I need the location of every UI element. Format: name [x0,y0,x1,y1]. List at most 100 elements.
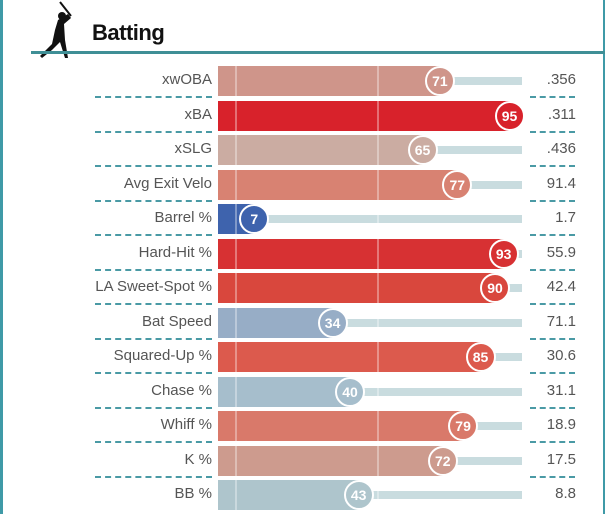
gridline [235,238,237,269]
percentile-bar [218,273,495,303]
percentile-badge: 79 [448,411,479,441]
gridline [235,445,237,476]
metric-row: Whiff % 79 18.9 [0,409,608,443]
percentile-track [218,387,522,396]
metric-row: Bat Speed 34 71.1 [0,306,608,340]
percentile-badge: 7 [239,204,270,234]
row-divider [530,165,575,167]
header-divider [31,51,605,54]
metric-value: 18.9 [546,416,576,433]
row-divider [530,234,575,236]
metric-label: Bat Speed [141,312,212,330]
right-border [603,0,605,514]
gridline [377,342,379,372]
metric-label: xwOBA [161,71,212,88]
metric-value: 30.6 [546,347,576,364]
percentile-bar [218,445,443,476]
metric-label: BB % [174,485,212,502]
percentile-track [218,215,522,223]
gridline [235,66,237,96]
percentile-badge: 90 [480,273,510,303]
row-divider [530,268,575,271]
metric-value: .311 [547,105,576,123]
percentile-badge: 65 [407,135,438,165]
percentile-badge: 93 [488,238,519,269]
row-divider [530,406,575,409]
metric-label: Squared-Up % [113,347,212,364]
row-divider [95,268,212,271]
gridline [235,480,237,510]
metric-value: 55.9 [546,243,576,261]
metric-value: 71.1 [546,312,576,330]
metric-value: 31.1 [546,381,576,399]
row-divider [95,475,212,478]
metric-label: K % [184,450,212,468]
gridline [377,66,379,96]
gridline [377,376,379,407]
gridline [235,307,237,338]
gridline [235,411,237,441]
percentile-badge: 72 [427,445,458,476]
metric-value: 42.4 [546,278,576,295]
metric-label: xBA [184,105,212,123]
metric-row: Chase % 40 31.1 [0,375,608,409]
metric-row: xSLG 65 .436 [0,133,608,167]
row-divider [95,303,212,305]
row-divider [530,199,575,202]
metric-value: .436 [546,140,576,157]
gridline [377,480,379,510]
metric-row: xBA 95 .311 [0,99,608,133]
row-divider [530,96,575,98]
metric-value: 1.7 [555,209,576,226]
row-divider [530,475,575,478]
gridline [377,307,379,338]
row-divider [95,199,212,202]
gridline [235,100,237,131]
gridline [377,100,379,131]
row-divider [530,441,575,443]
section-title: Batting [92,20,165,45]
gridline [377,204,379,234]
metric-label: LA Sweet-Spot % [95,278,212,295]
percentile-badge: 77 [442,169,473,200]
row-divider [95,96,212,98]
row-divider [95,165,212,167]
metric-label: Whiff % [160,416,212,433]
metric-value: .356 [546,71,576,88]
percentile-bar [218,342,481,372]
percentile-bar [218,66,440,96]
row-divider [95,372,212,374]
row-divider [95,130,212,133]
row-divider [95,337,212,340]
metric-label: Barrel % [154,209,212,226]
metric-label: Chase % [151,381,212,399]
left-border [0,0,3,514]
percentile-badge: 71 [424,66,455,96]
percentile-bar [218,480,359,510]
gridline [235,204,237,234]
metric-label: xSLG [174,140,212,157]
gridline [235,135,237,165]
gridline [235,169,237,200]
percentile-bar [218,135,423,165]
gridline [377,135,379,165]
gridline [377,445,379,476]
metric-row: Hard-Hit % 93 55.9 [0,237,608,271]
metric-value: 91.4 [546,174,576,192]
row-divider [95,441,212,443]
percentile-bar [218,376,350,407]
percentile-badge: 85 [465,342,496,372]
row-divider [530,372,575,374]
row-divider [530,337,575,340]
metric-value: 8.8 [555,485,576,502]
percentile-bar [218,169,458,200]
metric-row: Squared-Up % 85 30.6 [0,340,608,374]
row-divider [530,303,575,305]
gridline [235,376,237,407]
gridline [235,342,237,372]
row-divider [95,406,212,409]
metric-row: LA Sweet-Spot % 90 42.4 [0,271,608,305]
percentile-bar [218,100,510,131]
percentile-bar [218,238,504,269]
metric-row: xwOBA 71 .356 [0,64,608,98]
